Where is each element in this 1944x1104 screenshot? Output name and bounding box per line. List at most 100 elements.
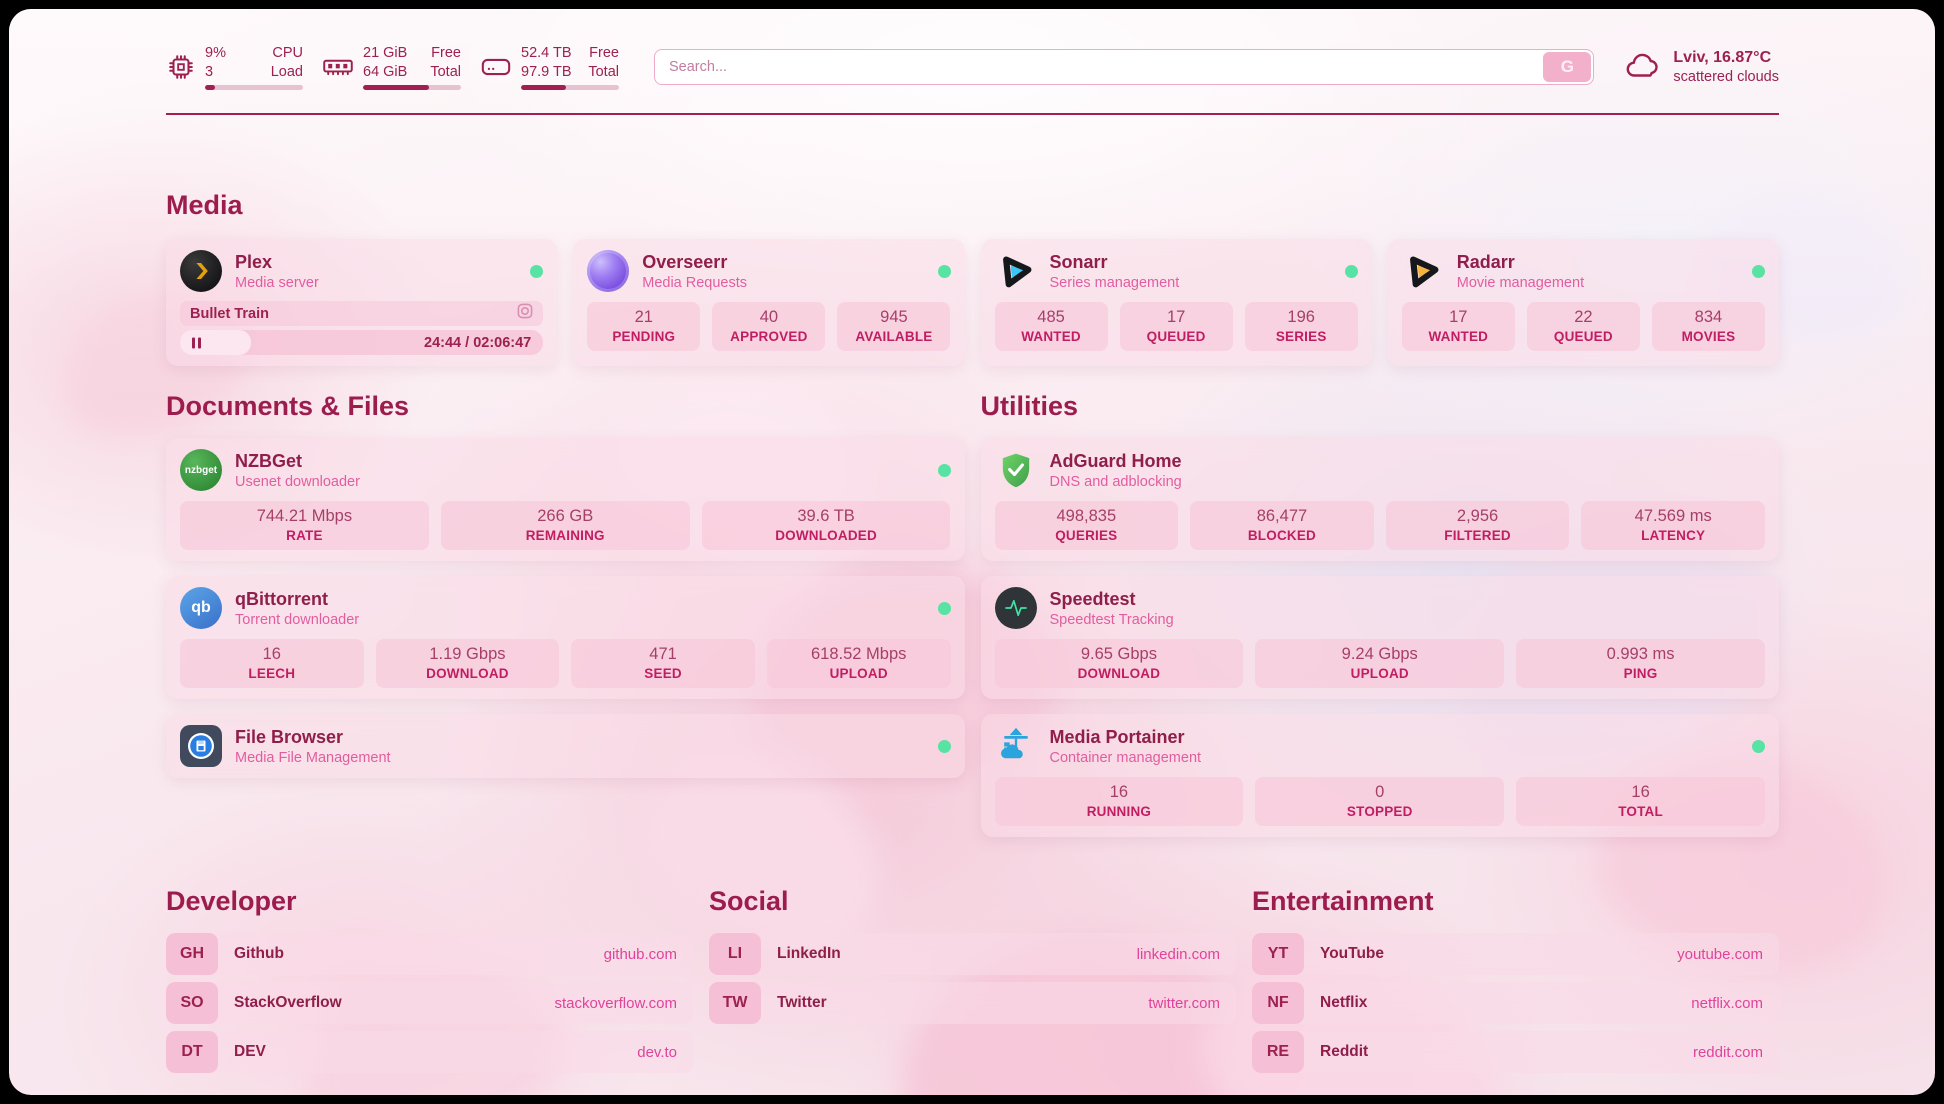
stat-tile: 9.24 Gbps UPLOAD: [1255, 639, 1505, 688]
link-abbr: SO: [166, 982, 218, 1024]
playback-progress-bar[interactable]: 24:44 / 02:06:47: [180, 330, 544, 355]
app-card-speedtest[interactable]: Speedtest Speedtest Tracking 9.65 Gbps DO…: [980, 576, 1779, 699]
link-row-netflix[interactable]: NF Netflix netflix.com: [1252, 982, 1779, 1024]
stat-tile: 21 PENDING: [587, 302, 701, 351]
stat-tile: 17 QUEUED: [1119, 302, 1233, 351]
link-row-github[interactable]: GH Github github.com: [166, 933, 693, 975]
search-bar: G: [654, 49, 1595, 85]
stat-tile: 1.19 Gbps DOWNLOAD: [375, 639, 560, 688]
app-subtitle: Container management: [1049, 749, 1202, 766]
app-name: Radarr: [1456, 251, 1515, 272]
app-card-filebrowser[interactable]: File Browser Media File Management: [166, 714, 965, 778]
search-input[interactable]: [654, 49, 1595, 85]
cast-icon[interactable]: [517, 303, 533, 324]
now-playing-title: Bullet Train: [190, 305, 269, 322]
link-url: stackoverflow.com: [554, 994, 677, 1012]
app-subtitle: Speedtest Tracking: [1049, 611, 1174, 628]
stat-tile: 16 LEECH: [180, 639, 364, 688]
app-subtitle: Torrent downloader: [235, 611, 360, 628]
stat-tile: 9.65 Gbps DOWNLOAD: [994, 639, 1244, 688]
disk-progress-track: [521, 85, 619, 91]
link-url: linkedin.com: [1136, 945, 1220, 963]
portainer-icon: [995, 725, 1037, 767]
ram-total-label: Total: [430, 63, 461, 80]
app-name: qBittorrent: [235, 588, 328, 609]
app-name: Sonarr: [1049, 251, 1108, 272]
link-name: Netflix: [1320, 994, 1368, 1011]
status-online-dot: [937, 739, 951, 753]
social-column: Social LI LinkedIn linkedin.com TW Twitt…: [709, 885, 1236, 1080]
disk-total-label: Total: [588, 63, 619, 80]
app-name: Speedtest: [1049, 588, 1136, 609]
status-online-dot: [1752, 264, 1765, 278]
app-card-qbittorrent[interactable]: qb qBittorrent Torrent downloader 16 LEEC…: [166, 576, 965, 699]
app-subtitle: Movie management: [1456, 274, 1585, 291]
link-url: netflix.com: [1691, 994, 1763, 1012]
link-url: github.com: [603, 945, 677, 963]
stat-tile: 16 RUNNING: [994, 777, 1244, 826]
stat-tile: 471 SEED: [571, 639, 755, 688]
disk-progress-fill: [521, 85, 567, 91]
app-card-adguard[interactable]: AdGuard Home DNS and adblocking 498,835 Q…: [980, 438, 1779, 561]
section-title-social: Social: [709, 886, 789, 916]
disk-free-value: 52.4 TB: [521, 44, 572, 61]
app-subtitle: Media server: [235, 274, 319, 291]
link-row-twitter[interactable]: TW Twitter twitter.com: [709, 982, 1236, 1024]
cpu-icon: [166, 52, 196, 82]
link-name: StackOverflow: [234, 994, 342, 1011]
pause-icon[interactable]: [192, 337, 201, 348]
stat-tile: 498,835 QUERIES: [994, 501, 1179, 550]
ram-widget: 21 GiB Free 64 GiB Total: [322, 44, 461, 91]
app-name: AdGuard Home: [1049, 450, 1182, 471]
cpu-progress-track: [205, 85, 303, 91]
app-card-radarr[interactable]: Radarr Movie management 17 WANTED 22 QUEUE…: [1387, 239, 1779, 366]
stat-tile: 744.21 Mbps RATE: [180, 501, 429, 550]
link-abbr: RE: [1252, 1031, 1304, 1073]
top-bar: 9% CPU 3 Load 21 GiB Free: [166, 37, 1779, 97]
link-name: YouTube: [1320, 945, 1384, 962]
app-card-sonarr[interactable]: Sonarr Series management 485 WANTED 17 QUE…: [980, 239, 1372, 366]
stat-tile: 16 TOTAL: [1516, 777, 1765, 826]
app-card-nzbget[interactable]: nzbget NZBGet Usenet downloader 744.21 M…: [166, 438, 965, 561]
disk-widget: 52.4 TB Free 97.9 TB Total: [480, 44, 619, 91]
link-row-youtube[interactable]: YT YouTube youtube.com: [1252, 933, 1779, 975]
google-search-button[interactable]: G: [1543, 52, 1592, 82]
link-row-linkedin[interactable]: LI LinkedIn linkedin.com: [709, 933, 1236, 975]
section-title-media: Media: [166, 190, 243, 220]
cloud-icon: [1624, 50, 1662, 85]
link-row-stackoverflow[interactable]: SO StackOverflow stackoverflow.com: [166, 982, 693, 1024]
link-abbr: LI: [709, 933, 761, 975]
app-card-plex[interactable]: Plex Media server Bullet Train: [166, 239, 558, 366]
plex-icon: [180, 250, 222, 292]
ram-icon: [322, 54, 354, 80]
utilities-column: Utilities AdGuard Home: [980, 390, 1779, 837]
weather-condition: scattered clouds: [1673, 69, 1779, 85]
stat-tile: 834 MOVIES: [1651, 302, 1765, 351]
stat-tile: 945 AVAILABLE: [837, 302, 951, 351]
stat-tile: 86,477 BLOCKED: [1190, 501, 1374, 550]
app-card-portainer[interactable]: Media Portainer Container management 16 R…: [980, 714, 1779, 837]
app-subtitle: Media File Management: [235, 749, 391, 766]
link-name: DEV: [234, 1043, 266, 1060]
app-name: Media Portainer: [1049, 726, 1185, 747]
stat-tile: 40 APPROVED: [712, 302, 826, 351]
qbittorrent-icon: qb: [180, 587, 222, 629]
sonarr-icon: [995, 250, 1037, 292]
app-name: File Browser: [235, 726, 344, 747]
link-row-dev[interactable]: DT DEV dev.to: [166, 1031, 693, 1073]
stat-tile: 22 QUEUED: [1526, 302, 1640, 351]
link-url: youtube.com: [1677, 945, 1763, 963]
ram-progress-fill: [363, 85, 429, 91]
ram-free-label: Free: [431, 44, 461, 61]
app-card-overseerr[interactable]: Overseerr Media Requests 21 PENDING 40 APP…: [573, 239, 965, 366]
link-row-reddit[interactable]: RE Reddit reddit.com: [1252, 1031, 1779, 1073]
media-cards-row: Plex Media server Bullet Train: [166, 239, 1779, 366]
nzbget-icon: nzbget: [180, 449, 222, 491]
link-name: LinkedIn: [777, 945, 841, 962]
stat-tile: 0.993 ms PING: [1516, 639, 1765, 688]
dashboard-page: 9% CPU 3 Load 21 GiB Free: [9, 9, 1935, 1095]
status-online-dot: [1344, 264, 1358, 278]
app-name: NZBGet: [235, 450, 302, 471]
ram-total-value: 64 GiB: [363, 63, 408, 80]
link-name: Reddit: [1320, 1043, 1369, 1060]
